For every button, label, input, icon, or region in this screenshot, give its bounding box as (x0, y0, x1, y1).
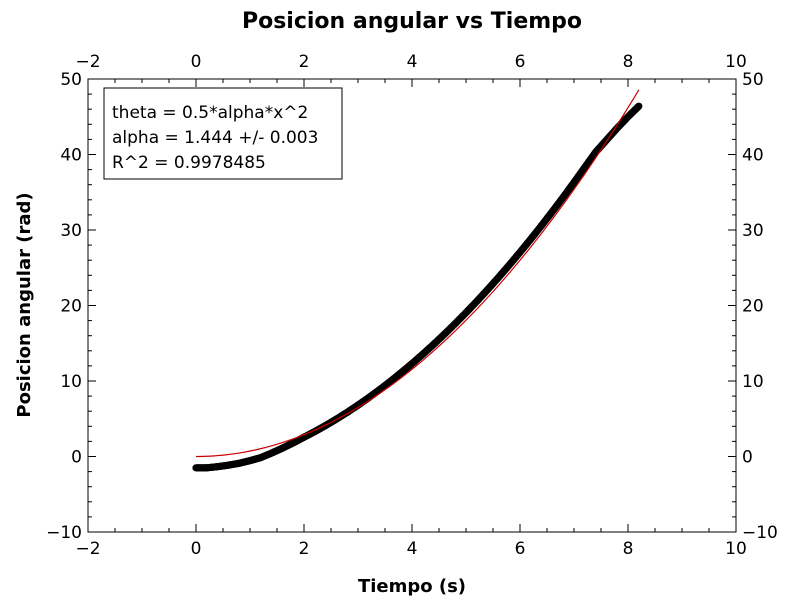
x-tick-label-bottom: −2 (75, 539, 100, 559)
y-tick-label-left: −10 (46, 523, 82, 543)
x-tick-label-top: 4 (407, 52, 418, 72)
x-tick-label-top: −2 (75, 52, 100, 72)
y-tick-label-left: 50 (60, 70, 82, 90)
y-tick-label-right: 50 (742, 70, 764, 90)
x-tick-label-top: 10 (725, 52, 747, 72)
y-tick-label-right: 10 (742, 372, 764, 392)
x-tick-label-bottom: 8 (623, 539, 634, 559)
y-tick-label-right: 40 (742, 146, 764, 166)
x-tick-label-top: 0 (191, 52, 202, 72)
x-axis-label: Tiempo (s) (358, 576, 466, 597)
y-tick-label-right: 20 (742, 297, 764, 317)
y-axis-label: Posicion angular (rad) (14, 192, 35, 417)
y-tick-label-left: 10 (60, 372, 82, 392)
x-tick-label-top: 2 (299, 52, 310, 72)
chart-title: Posicion angular vs Tiempo (242, 9, 582, 34)
x-tick-label-bottom: 10 (725, 539, 747, 559)
x-tick-label-bottom: 0 (191, 539, 202, 559)
y-tick-label-right: 30 (742, 221, 764, 241)
legend-alpha: alpha = 1.444 +/- 0.003 (112, 128, 318, 148)
y-tick-label-left: 20 (60, 297, 82, 317)
y-tick-label-right: 0 (742, 448, 753, 468)
legend-frame (103, 87, 343, 180)
x-tick-label-bottom: 6 (515, 539, 526, 559)
legend-r-squared: R^2 = 0.9978485 (112, 153, 266, 173)
legend-box: theta = 0.5*alpha*x^2 alpha = 1.444 +/- … (103, 87, 343, 180)
x-tick-label-bottom: 2 (299, 539, 310, 559)
y-tick-label-left: 0 (71, 448, 82, 468)
x-tick-label-top: 6 (515, 52, 526, 72)
x-tick-label-bottom: 4 (407, 539, 418, 559)
fit-curve (195, 89, 640, 458)
legend-equation: theta = 0.5*alpha*x^2 (112, 103, 308, 123)
data-layer (192, 89, 643, 472)
y-tick-label-left: 30 (60, 221, 82, 241)
y-tick-label-right: −10 (742, 523, 778, 543)
data-point (635, 102, 643, 110)
x-tick-label-top: 8 (623, 52, 634, 72)
y-tick-label-left: 40 (60, 146, 82, 166)
plot-frame (87, 78, 737, 533)
